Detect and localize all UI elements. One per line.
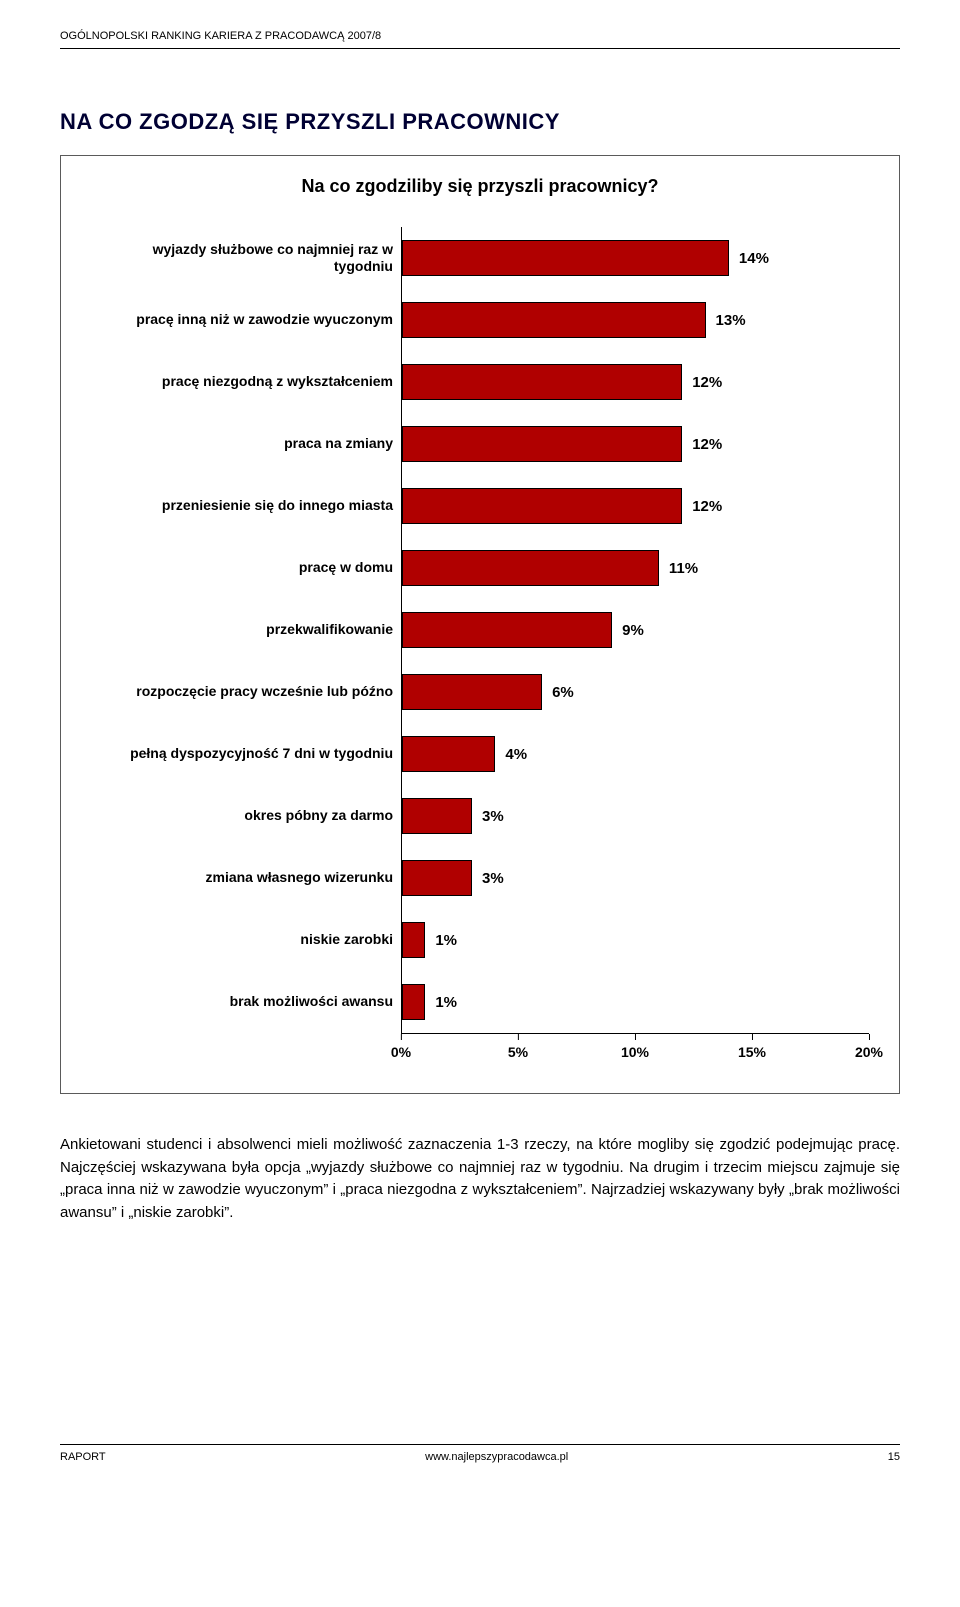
bar-label: zmiana własnego wizerunku <box>91 847 401 909</box>
bar-label: wyjazdy służbowe co najmniej raz w tygod… <box>91 227 401 289</box>
bar-rect <box>402 426 682 462</box>
bar-row: 4% <box>402 723 869 785</box>
bar-row: 6% <box>402 661 869 723</box>
labels-column: wyjazdy służbowe co najmniej raz w tygod… <box>91 227 401 1033</box>
bar-value-label: 6% <box>552 684 574 701</box>
bar-value-label: 14% <box>739 250 769 267</box>
section-title: NA CO ZGODZĄ SIĘ PRZYSZLI PRACOWNICY <box>60 109 900 135</box>
y-tick-mark <box>401 441 402 447</box>
chart-body: wyjazdy służbowe co najmniej raz w tygod… <box>91 227 869 1063</box>
bars-area: wyjazdy służbowe co najmniej raz w tygod… <box>91 227 869 1033</box>
bar-rect <box>402 364 682 400</box>
page-footer: RAPORT www.najlepszypracodawca.pl 15 <box>60 1444 900 1463</box>
x-tick: 5% <box>508 1034 528 1060</box>
y-tick-mark <box>401 565 402 571</box>
bar-rect <box>402 736 495 772</box>
x-tick: 20% <box>855 1034 883 1060</box>
bar-label: niskie zarobki <box>91 909 401 971</box>
bar-row: 13% <box>402 289 869 351</box>
bar-row: 3% <box>402 847 869 909</box>
bar-value-label: 13% <box>716 312 746 329</box>
bar-rect <box>402 922 425 958</box>
bar-value-label: 12% <box>692 374 722 391</box>
y-tick-mark <box>401 875 402 881</box>
bar-rect <box>402 984 425 1020</box>
y-tick-mark <box>401 317 402 323</box>
x-tick: 0% <box>391 1034 411 1060</box>
bar-rect <box>402 240 729 276</box>
y-tick-mark <box>401 503 402 509</box>
bar-row: 1% <box>402 909 869 971</box>
chart-frame: Na co zgodziliby się przyszli pracownicy… <box>60 155 900 1094</box>
bar-value-label: 4% <box>505 746 527 763</box>
bar-row: 12% <box>402 413 869 475</box>
bar-rect <box>402 612 612 648</box>
bar-row: 14% <box>402 227 869 289</box>
bar-label: przekwalifikowanie <box>91 599 401 661</box>
y-tick-mark <box>401 937 402 943</box>
bar-label: pełną dyspozycyjność 7 dni w tygodniu <box>91 723 401 785</box>
y-tick-mark <box>401 999 402 1005</box>
y-tick-mark <box>401 627 402 633</box>
bar-value-label: 1% <box>435 994 457 1011</box>
bar-label: brak możliwości awansu <box>91 971 401 1033</box>
bar-value-label: 3% <box>482 870 504 887</box>
bar-row: 12% <box>402 475 869 537</box>
bar-label: pracę w domu <box>91 537 401 599</box>
bar-label: okres póbny za darmo <box>91 785 401 847</box>
plot-column: 14% 13% 12% 12% 12% 11% 9% 6% 4% 3% 3% 1% 1% <box>401 227 869 1033</box>
bar-value-label: 12% <box>692 436 722 453</box>
bar-row: 1% <box>402 971 869 1033</box>
y-tick-mark <box>401 255 402 261</box>
bar-label: pracę niezgodną z wykształceniem <box>91 351 401 413</box>
footer-left: RAPORT <box>60 1451 106 1463</box>
bar-value-label: 9% <box>622 622 644 639</box>
bar-value-label: 3% <box>482 808 504 825</box>
bar-rect <box>402 860 472 896</box>
bar-rect <box>402 550 659 586</box>
bar-value-label: 1% <box>435 932 457 949</box>
y-tick-mark <box>401 813 402 819</box>
bar-rect <box>402 302 706 338</box>
footer-right: 15 <box>888 1451 900 1463</box>
bar-rect <box>402 674 542 710</box>
bar-rect <box>402 798 472 834</box>
y-tick-mark <box>401 751 402 757</box>
bar-rect <box>402 488 682 524</box>
bar-row: 12% <box>402 351 869 413</box>
bar-label: rozpoczęcie pracy wcześnie lub późno <box>91 661 401 723</box>
bar-value-label: 12% <box>692 498 722 515</box>
x-axis: 0%5%10%15%20% <box>401 1033 869 1063</box>
y-tick-mark <box>401 689 402 695</box>
bar-row: 11% <box>402 537 869 599</box>
footer-center: www.najlepszypracodawca.pl <box>425 1451 568 1463</box>
page-header: OGÓLNOPOLSKI RANKING KARIERA Z PRACODAWC… <box>60 30 900 49</box>
bar-label: praca na zmiany <box>91 413 401 475</box>
x-tick: 10% <box>621 1034 649 1060</box>
x-tick: 15% <box>738 1034 766 1060</box>
bar-value-label: 11% <box>669 560 698 577</box>
bar-row: 9% <box>402 599 869 661</box>
bar-label: pracę inną niż w zawodzie wyuczonym <box>91 289 401 351</box>
bar-row: 3% <box>402 785 869 847</box>
bar-label: przeniesienie się do innego miasta <box>91 475 401 537</box>
y-tick-mark <box>401 379 402 385</box>
body-paragraph: Ankietowani studenci i absolwenci mieli … <box>60 1134 900 1224</box>
chart-title: Na co zgodziliby się przyszli pracownicy… <box>91 176 869 197</box>
